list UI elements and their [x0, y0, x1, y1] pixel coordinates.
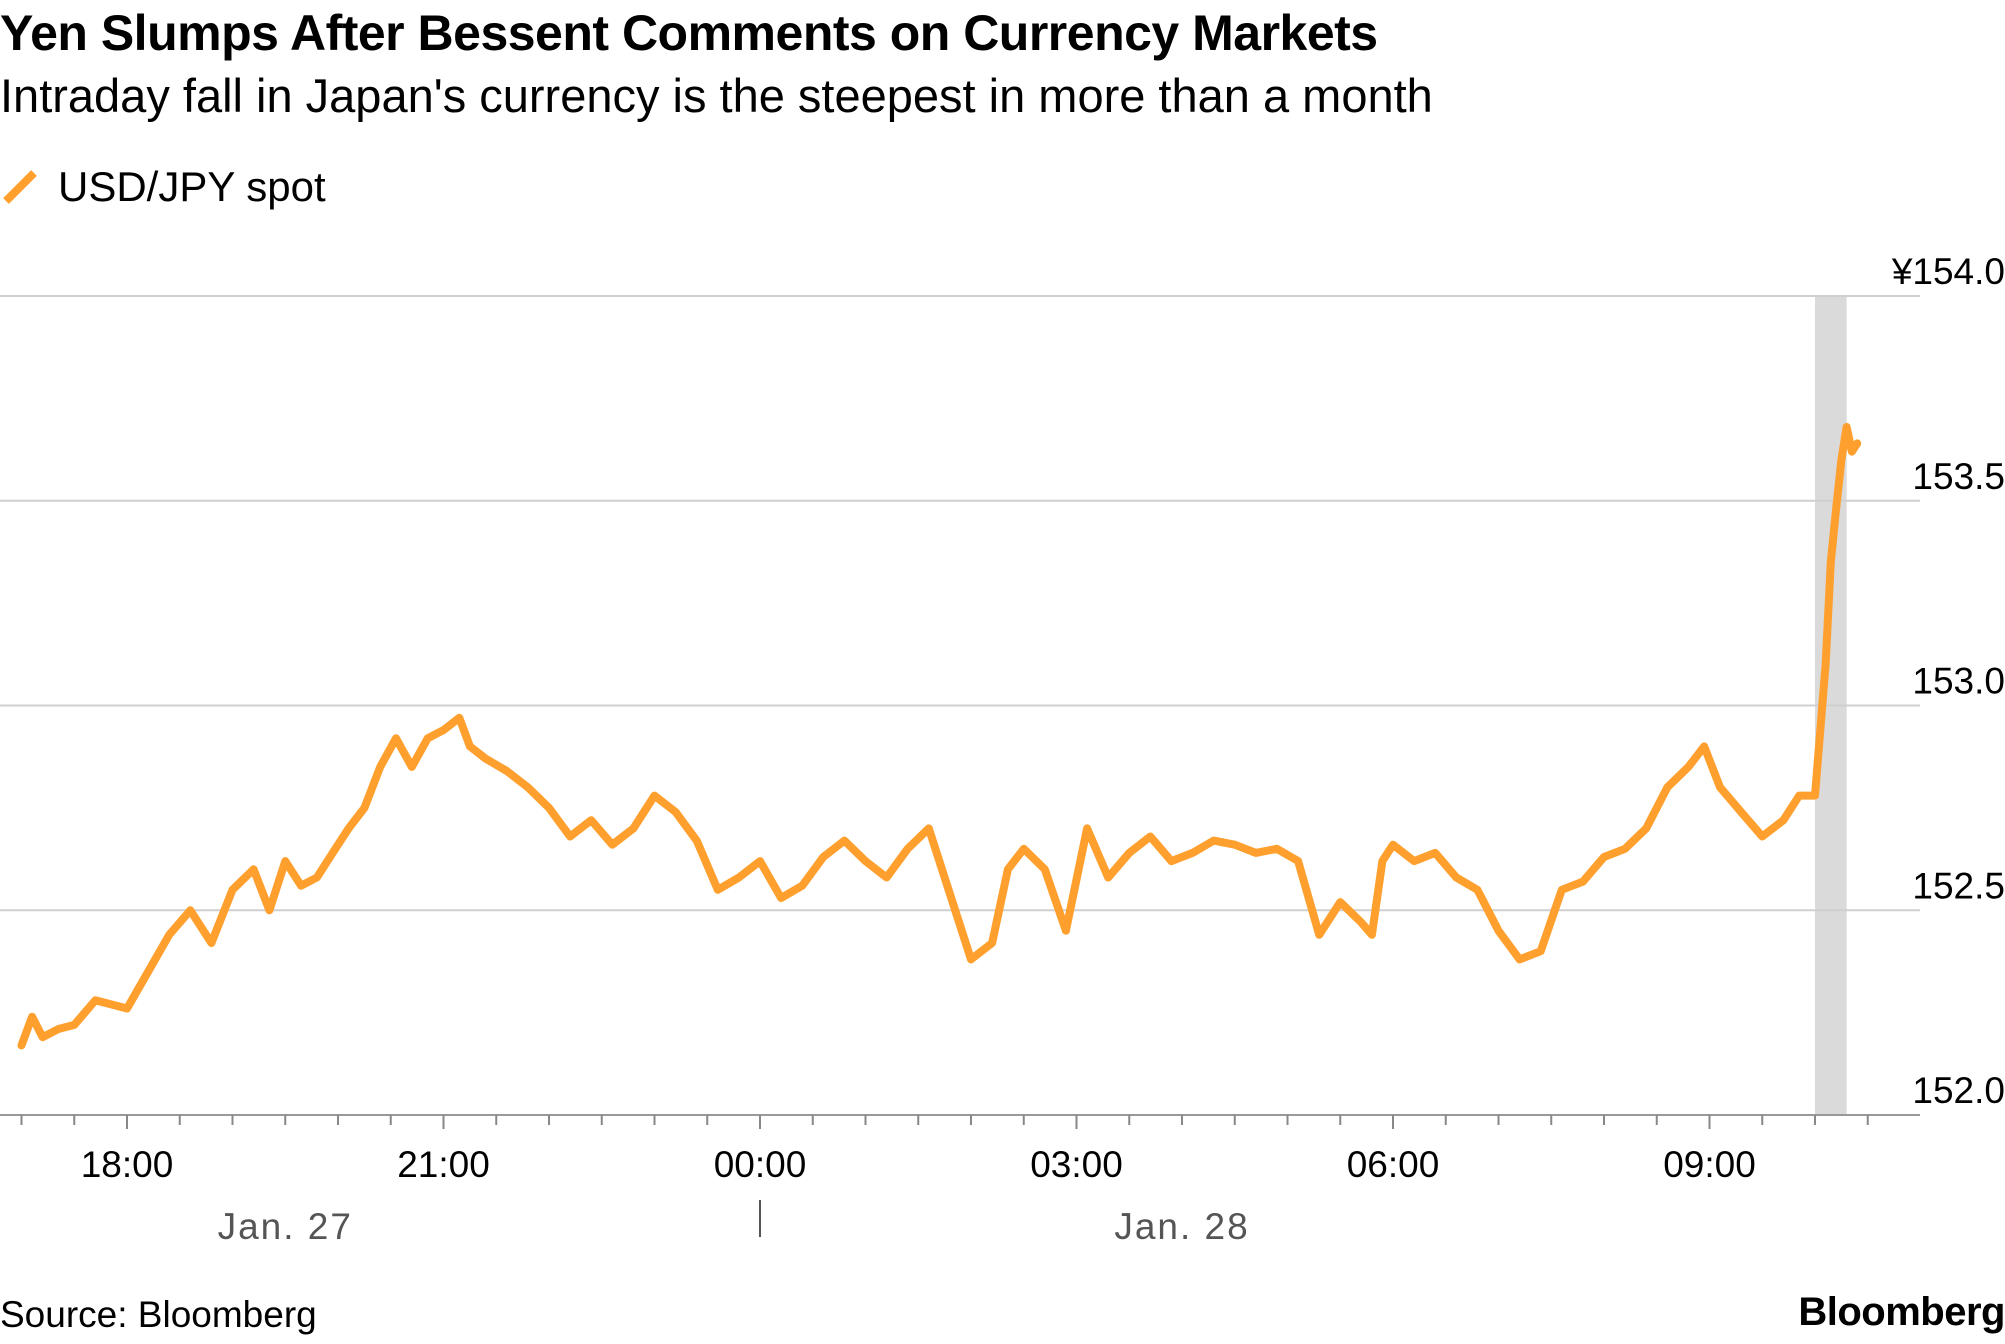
brand-logo: Bloomberg: [1798, 1290, 2005, 1334]
x-tick-label-5: 09:00: [1663, 1144, 1756, 1185]
x-tick-label-2: 00:00: [714, 1144, 807, 1185]
chart-title: Yen Slumps After Bessent Comments on Cur…: [0, 5, 1378, 61]
x-tick-label-3: 03:00: [1030, 1144, 1123, 1185]
y-tick-label-3: 152.5: [1912, 865, 2005, 906]
date-label-0: Jan. 27: [218, 1206, 353, 1247]
chart-subtitle: Intraday fall in Japan's currency is the…: [0, 69, 1433, 122]
series-line-0: [17, 423, 1862, 1050]
x-tick-label-4: 06:00: [1347, 1144, 1440, 1185]
x-tick-label-1: 21:00: [397, 1144, 490, 1185]
date-label-1: Jan. 28: [1114, 1206, 1249, 1247]
y-tick-label-0: ¥154.0: [1891, 251, 2005, 292]
y-tick-label-4: 152.0: [1912, 1070, 2005, 1111]
legend-swatch-line-icon: [3, 170, 37, 204]
x-tick-label-0: 18:00: [81, 1144, 174, 1185]
legend: USD/JPY spot: [0, 160, 326, 214]
y-tick-label-2: 153.0: [1912, 661, 2005, 702]
y-tick-label-1: 153.5: [1912, 456, 2005, 497]
source-note: Source: Bloomberg: [0, 1294, 317, 1335]
legend-label: USD/JPY spot: [58, 163, 326, 210]
